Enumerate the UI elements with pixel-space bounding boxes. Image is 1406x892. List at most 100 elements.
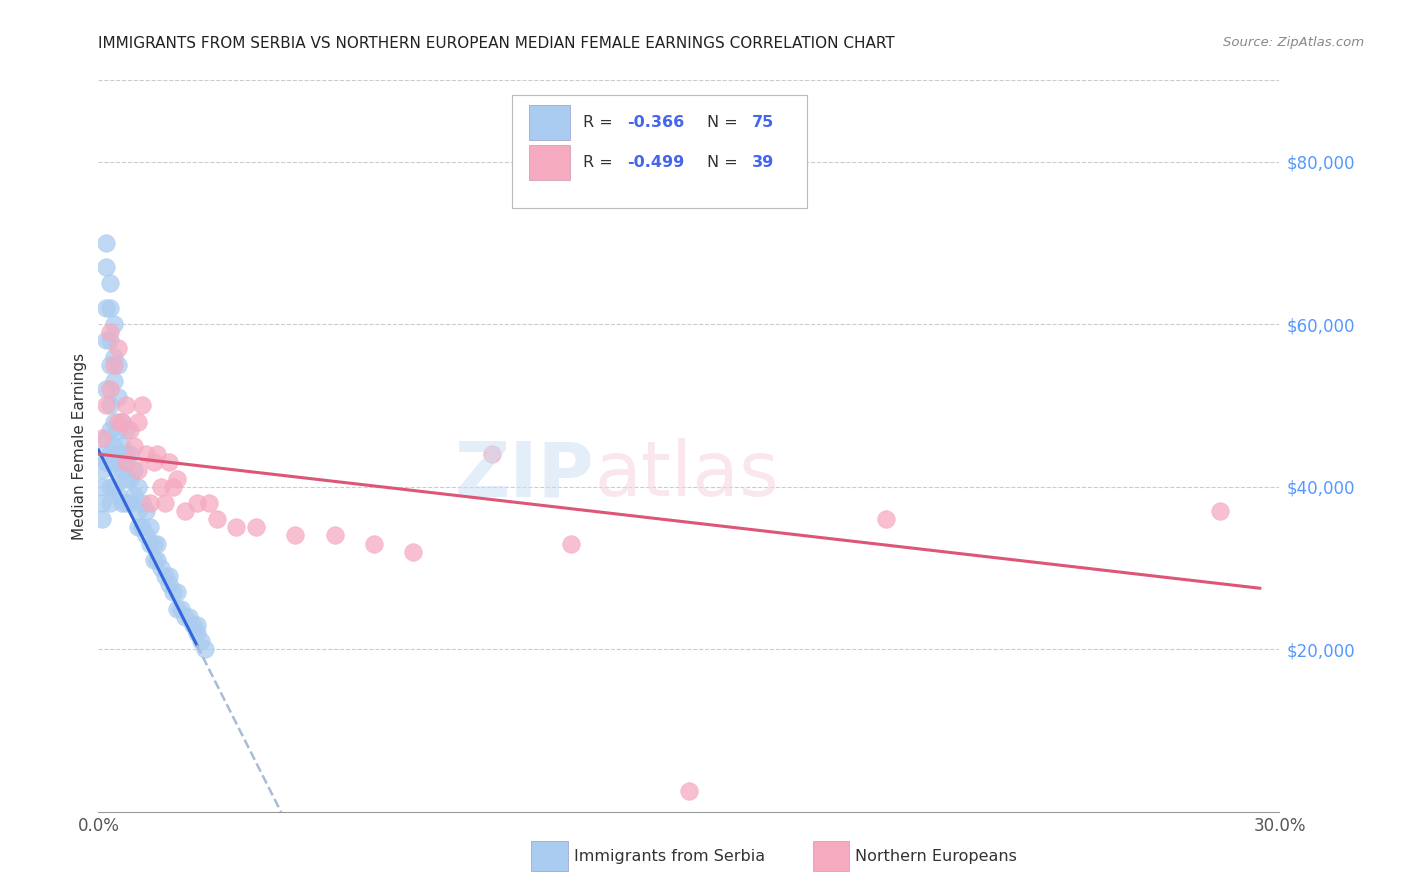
Text: IMMIGRANTS FROM SERBIA VS NORTHERN EUROPEAN MEDIAN FEMALE EARNINGS CORRELATION C: IMMIGRANTS FROM SERBIA VS NORTHERN EUROP… — [98, 36, 896, 51]
Point — [115, 471, 138, 485]
Point — [96, 455, 118, 469]
Point — [91, 480, 114, 494]
Point — [157, 455, 180, 469]
Point — [107, 447, 129, 461]
Point — [170, 601, 193, 615]
Point — [107, 463, 129, 477]
Point — [98, 325, 121, 339]
Point — [115, 423, 138, 437]
Point — [98, 358, 121, 372]
Point — [115, 455, 138, 469]
Point — [127, 520, 149, 534]
Point — [197, 496, 219, 510]
Point — [103, 350, 125, 364]
Text: ZIP: ZIP — [456, 438, 595, 512]
Point — [225, 520, 247, 534]
Point — [131, 496, 153, 510]
Point — [194, 642, 217, 657]
Point — [115, 447, 138, 461]
Point — [98, 447, 121, 461]
Point — [96, 235, 118, 250]
Point — [155, 569, 177, 583]
Point — [363, 536, 385, 550]
Point — [1209, 504, 1232, 518]
Point — [96, 382, 118, 396]
Point — [162, 585, 184, 599]
Point — [127, 463, 149, 477]
Point — [166, 585, 188, 599]
Point — [155, 496, 177, 510]
Point — [186, 496, 208, 510]
Point — [111, 496, 134, 510]
Point — [98, 277, 121, 291]
Text: N =: N = — [707, 155, 742, 170]
Point — [186, 617, 208, 632]
Y-axis label: Median Female Earnings: Median Female Earnings — [72, 352, 87, 540]
Point — [111, 415, 134, 429]
Text: Immigrants from Serbia: Immigrants from Serbia — [574, 849, 765, 863]
Text: R =: R = — [582, 115, 617, 130]
Point — [142, 553, 165, 567]
Text: -0.499: -0.499 — [627, 155, 685, 170]
Text: Northern Europeans: Northern Europeans — [855, 849, 1017, 863]
Point — [190, 634, 212, 648]
Text: R =: R = — [582, 155, 617, 170]
Point — [91, 431, 114, 445]
Point — [135, 528, 157, 542]
Point — [98, 382, 121, 396]
Point — [150, 480, 173, 494]
Point — [107, 415, 129, 429]
Point — [96, 301, 118, 315]
Point — [91, 496, 114, 510]
Point — [103, 439, 125, 453]
Point — [127, 415, 149, 429]
Point — [111, 415, 134, 429]
Point — [875, 512, 897, 526]
Point — [245, 520, 267, 534]
FancyBboxPatch shape — [530, 105, 569, 140]
Point — [103, 415, 125, 429]
Point — [107, 488, 129, 502]
Point — [131, 520, 153, 534]
Point — [174, 609, 197, 624]
Point — [98, 398, 121, 412]
Point — [138, 496, 160, 510]
FancyBboxPatch shape — [530, 145, 569, 180]
FancyBboxPatch shape — [512, 95, 807, 209]
Point — [127, 504, 149, 518]
Point — [118, 496, 141, 510]
Point — [98, 301, 121, 315]
Point — [107, 342, 129, 356]
Point — [166, 601, 188, 615]
Point — [138, 520, 160, 534]
Point — [115, 496, 138, 510]
Point — [91, 463, 114, 477]
Point — [91, 447, 114, 461]
Point — [166, 471, 188, 485]
Point — [107, 390, 129, 404]
Point — [98, 334, 121, 348]
Point — [186, 626, 208, 640]
Text: -0.366: -0.366 — [627, 115, 685, 130]
Point — [107, 423, 129, 437]
Text: Source: ZipAtlas.com: Source: ZipAtlas.com — [1223, 36, 1364, 49]
Point — [103, 317, 125, 331]
Point — [118, 423, 141, 437]
Point — [103, 455, 125, 469]
Text: N =: N = — [707, 115, 742, 130]
Point — [131, 398, 153, 412]
Point — [111, 439, 134, 453]
Point — [103, 358, 125, 372]
Text: atlas: atlas — [595, 438, 779, 512]
Point — [142, 536, 165, 550]
Point — [174, 504, 197, 518]
Point — [150, 561, 173, 575]
Point — [98, 423, 121, 437]
Point — [402, 544, 425, 558]
Point — [111, 463, 134, 477]
Point — [98, 496, 121, 510]
Point — [181, 617, 204, 632]
Point — [481, 447, 503, 461]
Point — [103, 480, 125, 494]
Point — [284, 528, 307, 542]
